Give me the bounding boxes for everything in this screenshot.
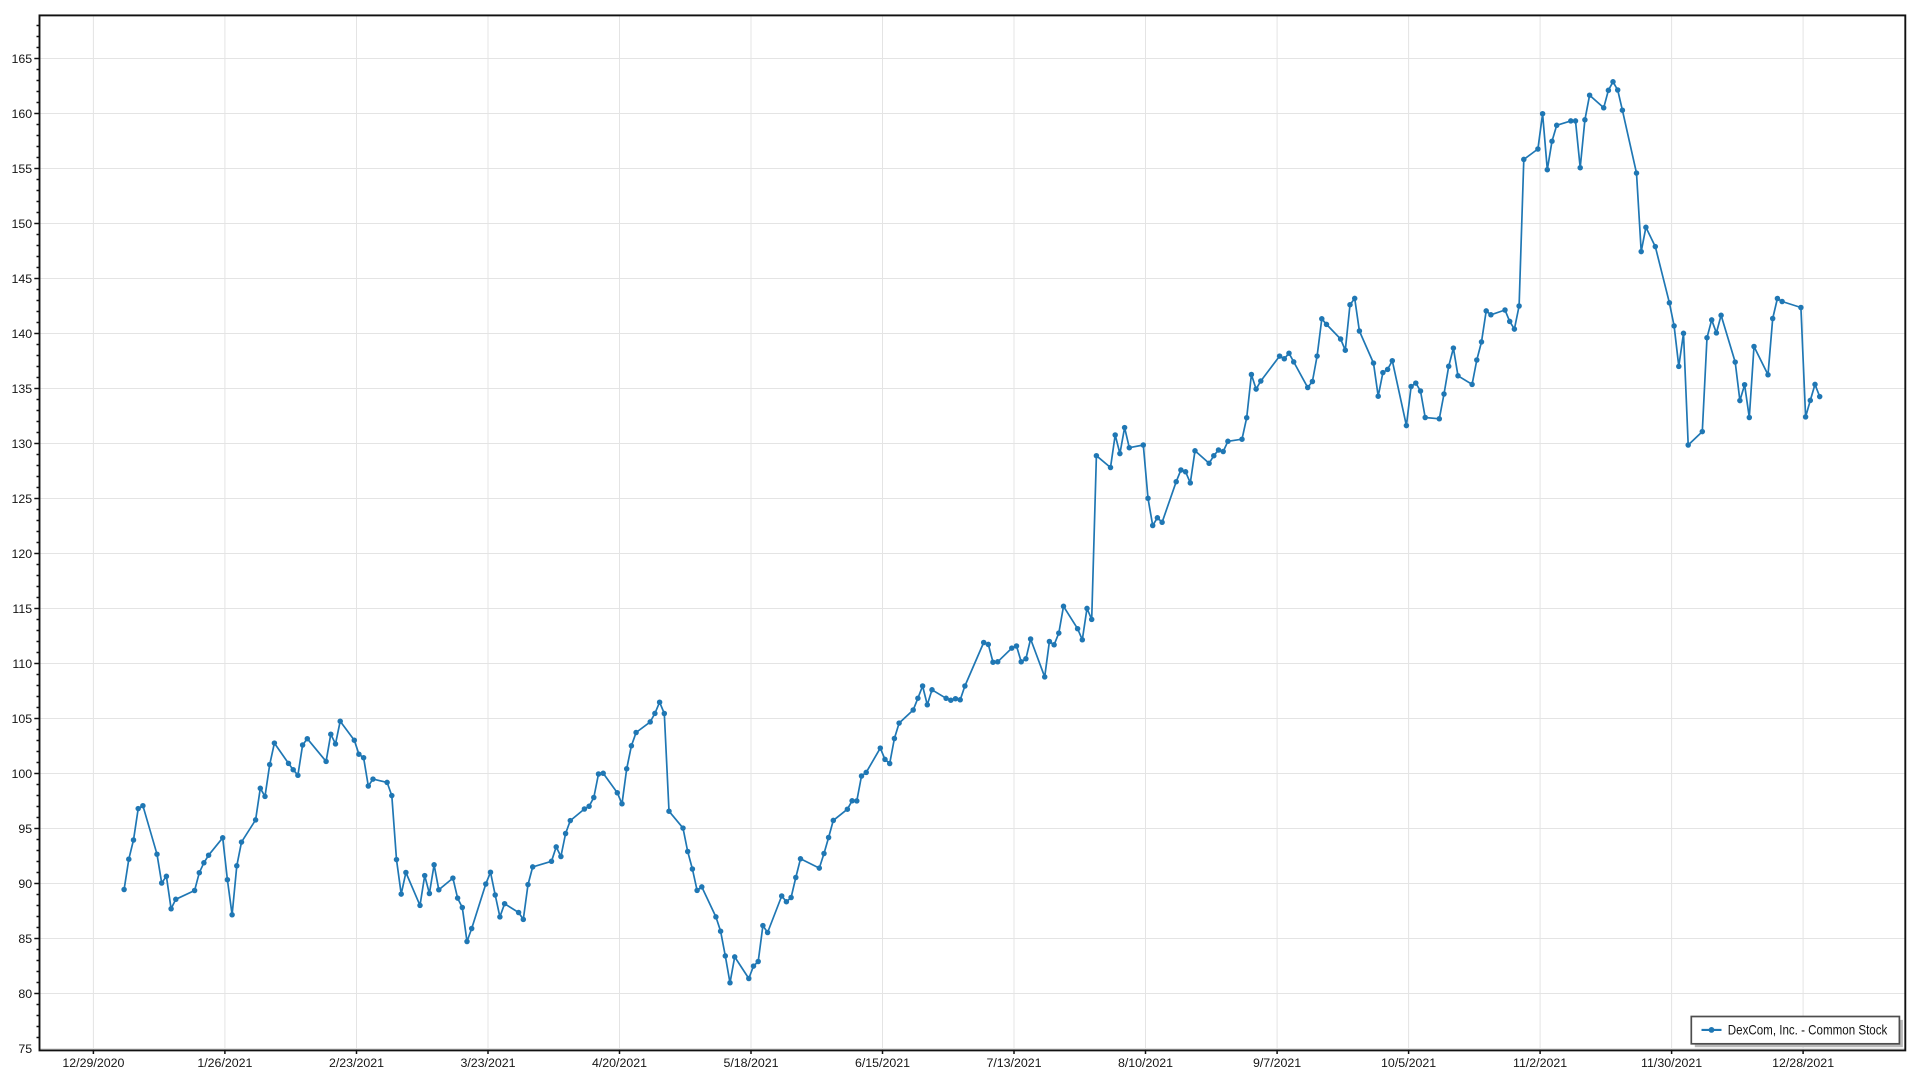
svg-text:6/15/2021: 6/15/2021 [855, 1056, 910, 1070]
svg-text:7/13/2021: 7/13/2021 [986, 1056, 1041, 1070]
svg-text:8/10/2021: 8/10/2021 [1118, 1056, 1173, 1070]
svg-text:160: 160 [12, 107, 33, 121]
svg-text:90: 90 [18, 877, 32, 891]
svg-text:5/18/2021: 5/18/2021 [723, 1056, 778, 1070]
svg-text:140: 140 [12, 327, 33, 341]
svg-text:120: 120 [12, 547, 33, 561]
svg-text:11/30/2021: 11/30/2021 [1641, 1056, 1702, 1070]
svg-text:105: 105 [12, 712, 33, 726]
svg-text:125: 125 [12, 492, 33, 506]
svg-text:9/7/2021: 9/7/2021 [1253, 1056, 1301, 1070]
svg-text:100: 100 [12, 767, 33, 781]
svg-text:4/20/2021: 4/20/2021 [592, 1056, 647, 1070]
svg-text:12/28/2021: 12/28/2021 [1772, 1056, 1834, 1070]
svg-text:155: 155 [12, 162, 33, 176]
svg-text:11/2/2021: 11/2/2021 [1513, 1056, 1567, 1070]
svg-text:150: 150 [12, 217, 33, 231]
svg-text:3/23/2021: 3/23/2021 [460, 1056, 515, 1070]
svg-text:12/29/2020: 12/29/2020 [62, 1056, 124, 1070]
svg-text:2/23/2021: 2/23/2021 [329, 1056, 384, 1070]
svg-text:115: 115 [12, 602, 32, 616]
svg-text:85: 85 [18, 932, 32, 946]
svg-text:110: 110 [12, 657, 32, 671]
svg-text:135: 135 [12, 382, 33, 396]
svg-text:165: 165 [12, 52, 33, 66]
svg-text:1/26/2021: 1/26/2021 [197, 1056, 252, 1070]
svg-text:95: 95 [18, 822, 32, 836]
svg-text:DexCom, Inc. - Common Stock: DexCom, Inc. - Common Stock [1728, 1023, 1888, 1038]
svg-text:130: 130 [12, 437, 33, 451]
svg-text:10/5/2021: 10/5/2021 [1381, 1056, 1436, 1070]
svg-text:75: 75 [18, 1042, 32, 1056]
svg-text:80: 80 [18, 987, 32, 1001]
svg-text:145: 145 [12, 272, 33, 286]
